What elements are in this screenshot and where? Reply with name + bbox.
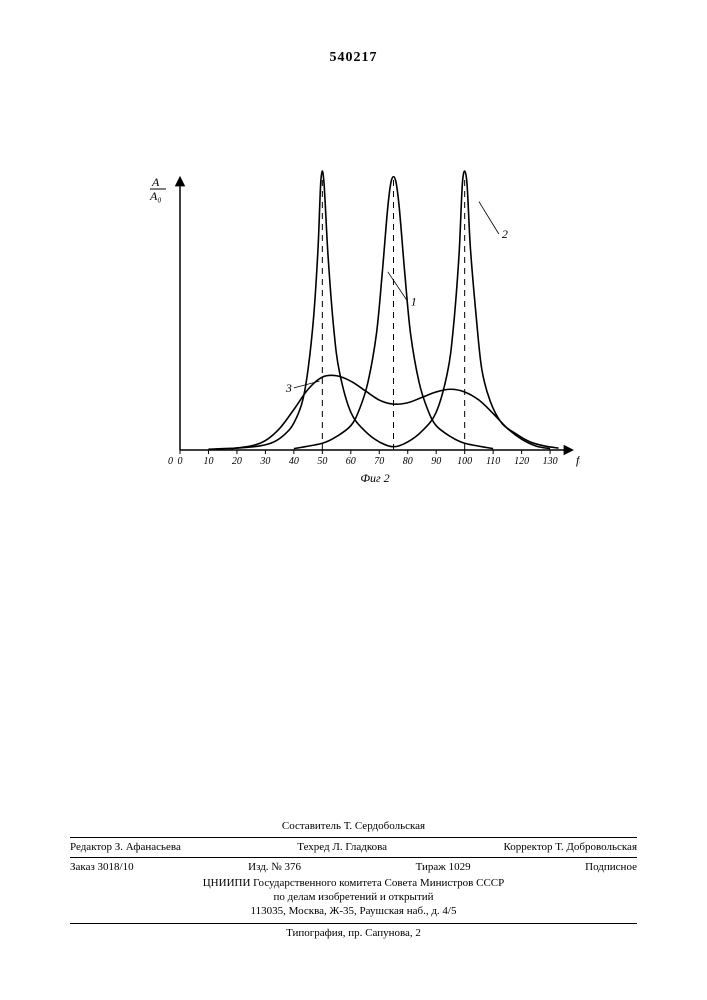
credits-row: Редактор З. Афанасьева Техред Л. Гладков… bbox=[70, 837, 637, 854]
edition-number: Изд. № 376 bbox=[248, 860, 301, 874]
tech-editor: Техред Л. Гладкова bbox=[297, 840, 387, 854]
resonance-chart: 0 10 20 30 40 50 60 70 80 90 100 110 120 130 f(гц) AA₀ 0… bbox=[140, 170, 580, 490]
svg-text:80: 80 bbox=[403, 456, 413, 467]
chart-svg: 0 10 20 30 40 50 60 70 80 90 100 110 120 130 f(гц) AA₀ 0… bbox=[140, 170, 580, 490]
svg-text:1: 1 bbox=[411, 295, 417, 309]
svg-text:Фиг 2: Фиг 2 bbox=[360, 471, 389, 485]
svg-text:2: 2 bbox=[502, 227, 508, 241]
svg-text:120: 120 bbox=[514, 456, 529, 467]
subscription: Подписное bbox=[585, 860, 637, 874]
org-line-1: ЦНИИПИ Государственного комитета Совета … bbox=[70, 876, 637, 890]
svg-text:70: 70 bbox=[374, 456, 384, 467]
svg-text:3: 3 bbox=[285, 381, 292, 395]
svg-text:110: 110 bbox=[486, 456, 500, 467]
compiler-line: Составитель Т. Сердобольская bbox=[70, 819, 637, 833]
svg-text:A: A bbox=[151, 175, 160, 189]
svg-text:0: 0 bbox=[168, 456, 173, 467]
org-address: 113035, Москва, Ж-35, Раушская наб., д. … bbox=[70, 904, 637, 918]
svg-text:0: 0 bbox=[178, 456, 183, 467]
editor: Редактор З. Афанасьева bbox=[70, 840, 181, 854]
svg-text:50: 50 bbox=[317, 456, 327, 467]
imprint-footer: Составитель Т. Сердобольская Редактор З.… bbox=[70, 817, 637, 940]
svg-text:10: 10 bbox=[203, 456, 213, 467]
svg-text:60: 60 bbox=[346, 456, 356, 467]
print-run: Тираж 1029 bbox=[416, 860, 471, 874]
page: 540217 0102030405060708090100110120130f(… bbox=[0, 0, 707, 1000]
order-number: Заказ 3018/10 bbox=[70, 860, 134, 874]
org-block: ЦНИИПИ Государственного комитета Совета … bbox=[70, 876, 637, 919]
svg-text:30: 30 bbox=[259, 456, 270, 467]
typography-line: Типография, пр. Сапунова, 2 bbox=[70, 923, 637, 940]
svg-text:40: 40 bbox=[289, 456, 299, 467]
print-info-row: Заказ 3018/10 Изд. № 376 Тираж 1029 Подп… bbox=[70, 857, 637, 874]
svg-text:100: 100 bbox=[457, 456, 472, 467]
svg-text:f(гц): f(гц) bbox=[576, 453, 580, 467]
svg-text:A₀: A₀ bbox=[149, 189, 162, 203]
org-line-2: по делам изобретений и открытий bbox=[70, 890, 637, 904]
document-number: 540217 bbox=[0, 50, 707, 66]
corrector: Корректор Т. Добровольская bbox=[504, 840, 637, 854]
svg-text:130: 130 bbox=[543, 456, 558, 467]
svg-text:90: 90 bbox=[431, 456, 441, 467]
svg-text:20: 20 bbox=[232, 456, 242, 467]
